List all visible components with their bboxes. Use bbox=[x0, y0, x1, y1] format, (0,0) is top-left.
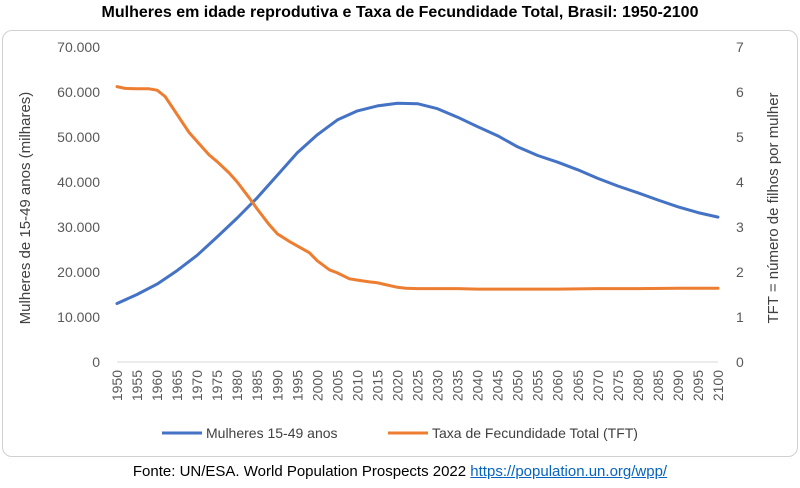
x-tick-label: 2050 bbox=[510, 370, 526, 401]
x-axis-ticks: 1950 1955 1960 1965 1970 1975 1980 1985 1990 1995… bbox=[109, 370, 726, 401]
series-line-mulheres bbox=[115, 101, 720, 305]
legend-label: Taxa de Fecundidade Total (TFT) bbox=[432, 425, 638, 441]
left-y-tick-label: 0 bbox=[92, 354, 100, 370]
x-tick-label: 2045 bbox=[490, 370, 506, 401]
x-tick-label: 1975 bbox=[209, 370, 225, 401]
left-y-tick-label: 60.000 bbox=[57, 84, 100, 100]
right-y-tick-label: 6 bbox=[736, 84, 744, 100]
series-line-tft bbox=[115, 85, 720, 291]
x-tick-label: 2090 bbox=[670, 370, 686, 401]
x-tick-label: 2075 bbox=[610, 370, 626, 401]
right-y-axis-label: TFT = número de filhos por mulher bbox=[765, 92, 782, 323]
x-tick-label: 2000 bbox=[309, 370, 325, 401]
chart-title: Mulheres em idade reprodutiva e Taxa de … bbox=[101, 4, 699, 21]
right-y-tick-label: 3 bbox=[736, 219, 744, 235]
left-y-tick-label: 40.000 bbox=[57, 174, 100, 190]
x-tick-label: 2030 bbox=[430, 370, 446, 401]
x-tick-label: 2085 bbox=[650, 370, 666, 401]
left-y-tick-label: 20.000 bbox=[57, 264, 100, 280]
right-y-tick-label: 5 bbox=[736, 129, 744, 145]
x-tick-label: 1970 bbox=[189, 370, 205, 401]
left-y-tick-label: 70.000 bbox=[57, 39, 100, 55]
x-tick-label: 1950 bbox=[109, 370, 125, 401]
x-tick-label: 2080 bbox=[630, 370, 646, 401]
x-tick-label: 2010 bbox=[349, 370, 365, 401]
x-tick-label: 1990 bbox=[269, 370, 285, 401]
source-note: Fonte: UN/ESA. World Population Prospect… bbox=[0, 463, 800, 480]
left-y-tick-label: 30.000 bbox=[57, 219, 100, 235]
legend-label: Mulheres 15-49 anos bbox=[206, 425, 338, 441]
x-tick-label: 1965 bbox=[169, 370, 185, 401]
x-tick-label: 1985 bbox=[249, 370, 265, 401]
chart-frame bbox=[2, 30, 798, 457]
x-tick-label: 2060 bbox=[550, 370, 566, 401]
source-text: Fonte: UN/ESA. World Population Prospect… bbox=[132, 463, 471, 480]
x-tick-label: 2020 bbox=[389, 370, 405, 401]
x-tick-label: 2015 bbox=[369, 370, 385, 401]
source-link[interactable]: https://population.un.org/wpp/ bbox=[470, 463, 668, 480]
left-y-tick-label: 10.000 bbox=[57, 309, 100, 325]
x-tick-label: 1960 bbox=[149, 370, 165, 401]
x-tick-label: 2055 bbox=[530, 370, 546, 401]
x-tick-label: 2035 bbox=[450, 370, 466, 401]
right-y-tick-label: 0 bbox=[736, 354, 744, 370]
x-tick-label: 2095 bbox=[690, 370, 706, 401]
x-tick-label: 1955 bbox=[129, 370, 145, 401]
series-layer bbox=[115, 85, 720, 305]
x-tick-label: 2040 bbox=[470, 370, 486, 401]
right-y-tick-label: 1 bbox=[736, 309, 744, 325]
x-tick-label: 2025 bbox=[410, 370, 426, 401]
left-y-axis-label: Mulheres de 15-49 anos (milhares) bbox=[17, 92, 34, 325]
x-tick-label: 2070 bbox=[590, 370, 606, 401]
right-y-tick-label: 2 bbox=[736, 264, 744, 280]
left-y-tick-label: 50.000 bbox=[57, 129, 100, 145]
right-y-axis-ticks: 0 1 2 3 4 5 6 7 bbox=[736, 39, 744, 370]
x-tick-label: 2005 bbox=[329, 370, 345, 401]
x-tick-label: 2100 bbox=[710, 370, 726, 401]
x-tick-label: 1995 bbox=[289, 370, 305, 401]
x-tick-label: 2065 bbox=[570, 370, 586, 401]
x-tick-label: 1980 bbox=[229, 370, 245, 401]
right-y-tick-label: 7 bbox=[736, 39, 744, 55]
right-y-tick-label: 4 bbox=[736, 174, 744, 190]
left-y-axis-ticks: 0 10.000 20.000 30.000 40.000 50.000 60.000 70.… bbox=[57, 39, 100, 370]
legend: Mulheres 15-49 anos Taxa de Fecundidade T… bbox=[162, 425, 638, 441]
